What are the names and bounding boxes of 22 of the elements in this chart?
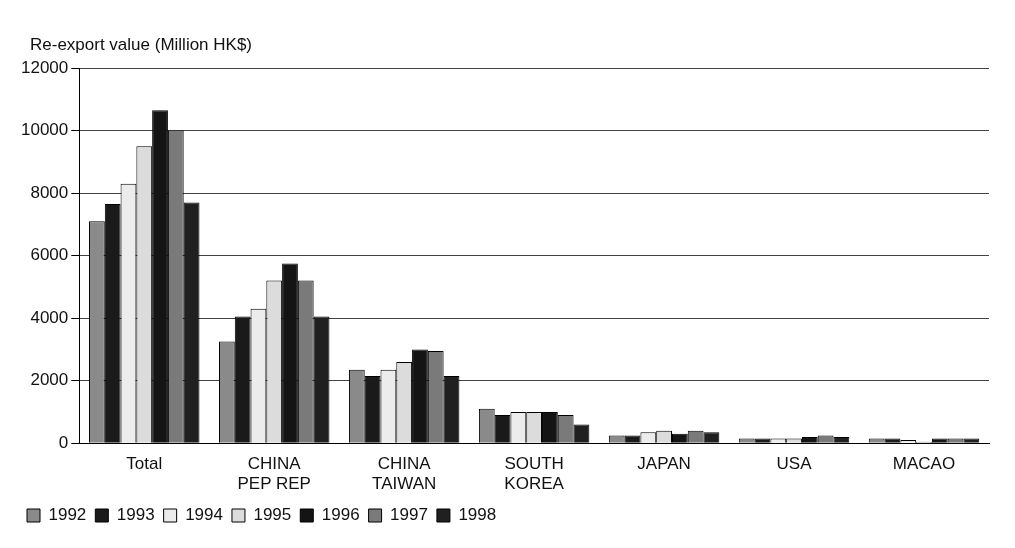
legend-label: 1997 — [390, 505, 428, 525]
legend-label: 1998 — [458, 505, 497, 525]
legend-label: 1996 — [321, 505, 360, 525]
x-tick-label: SOUTH KOREA — [504, 454, 565, 494]
legend-label: 1993 — [116, 505, 155, 525]
y-tick-label: 12000 — [20, 57, 69, 77]
x-tick-label: USA — [776, 454, 813, 474]
x-tick-label: Total — [126, 454, 163, 474]
x-tick-label: CHINA TAIWAN — [372, 454, 437, 494]
y-tick-label: 0 — [58, 432, 69, 452]
legend-label: 1994 — [185, 505, 223, 525]
x-tick-label: MACAO — [892, 454, 956, 474]
x-tick-label: CHINA PEP REP — [237, 454, 311, 494]
y-tick-label: 10000 — [20, 120, 69, 140]
y-tick-label: 8000 — [30, 182, 69, 202]
legend-label: 1995 — [253, 505, 292, 525]
x-tick-label: JAPAN — [637, 454, 691, 474]
legend-label: 1992 — [48, 505, 87, 525]
y-axis-title: Re-export value (Million HK$) — [30, 35, 253, 55]
y-tick-label: 2000 — [30, 370, 69, 390]
y-tick-label: 6000 — [30, 245, 69, 265]
y-tick-label: 4000 — [30, 307, 69, 327]
